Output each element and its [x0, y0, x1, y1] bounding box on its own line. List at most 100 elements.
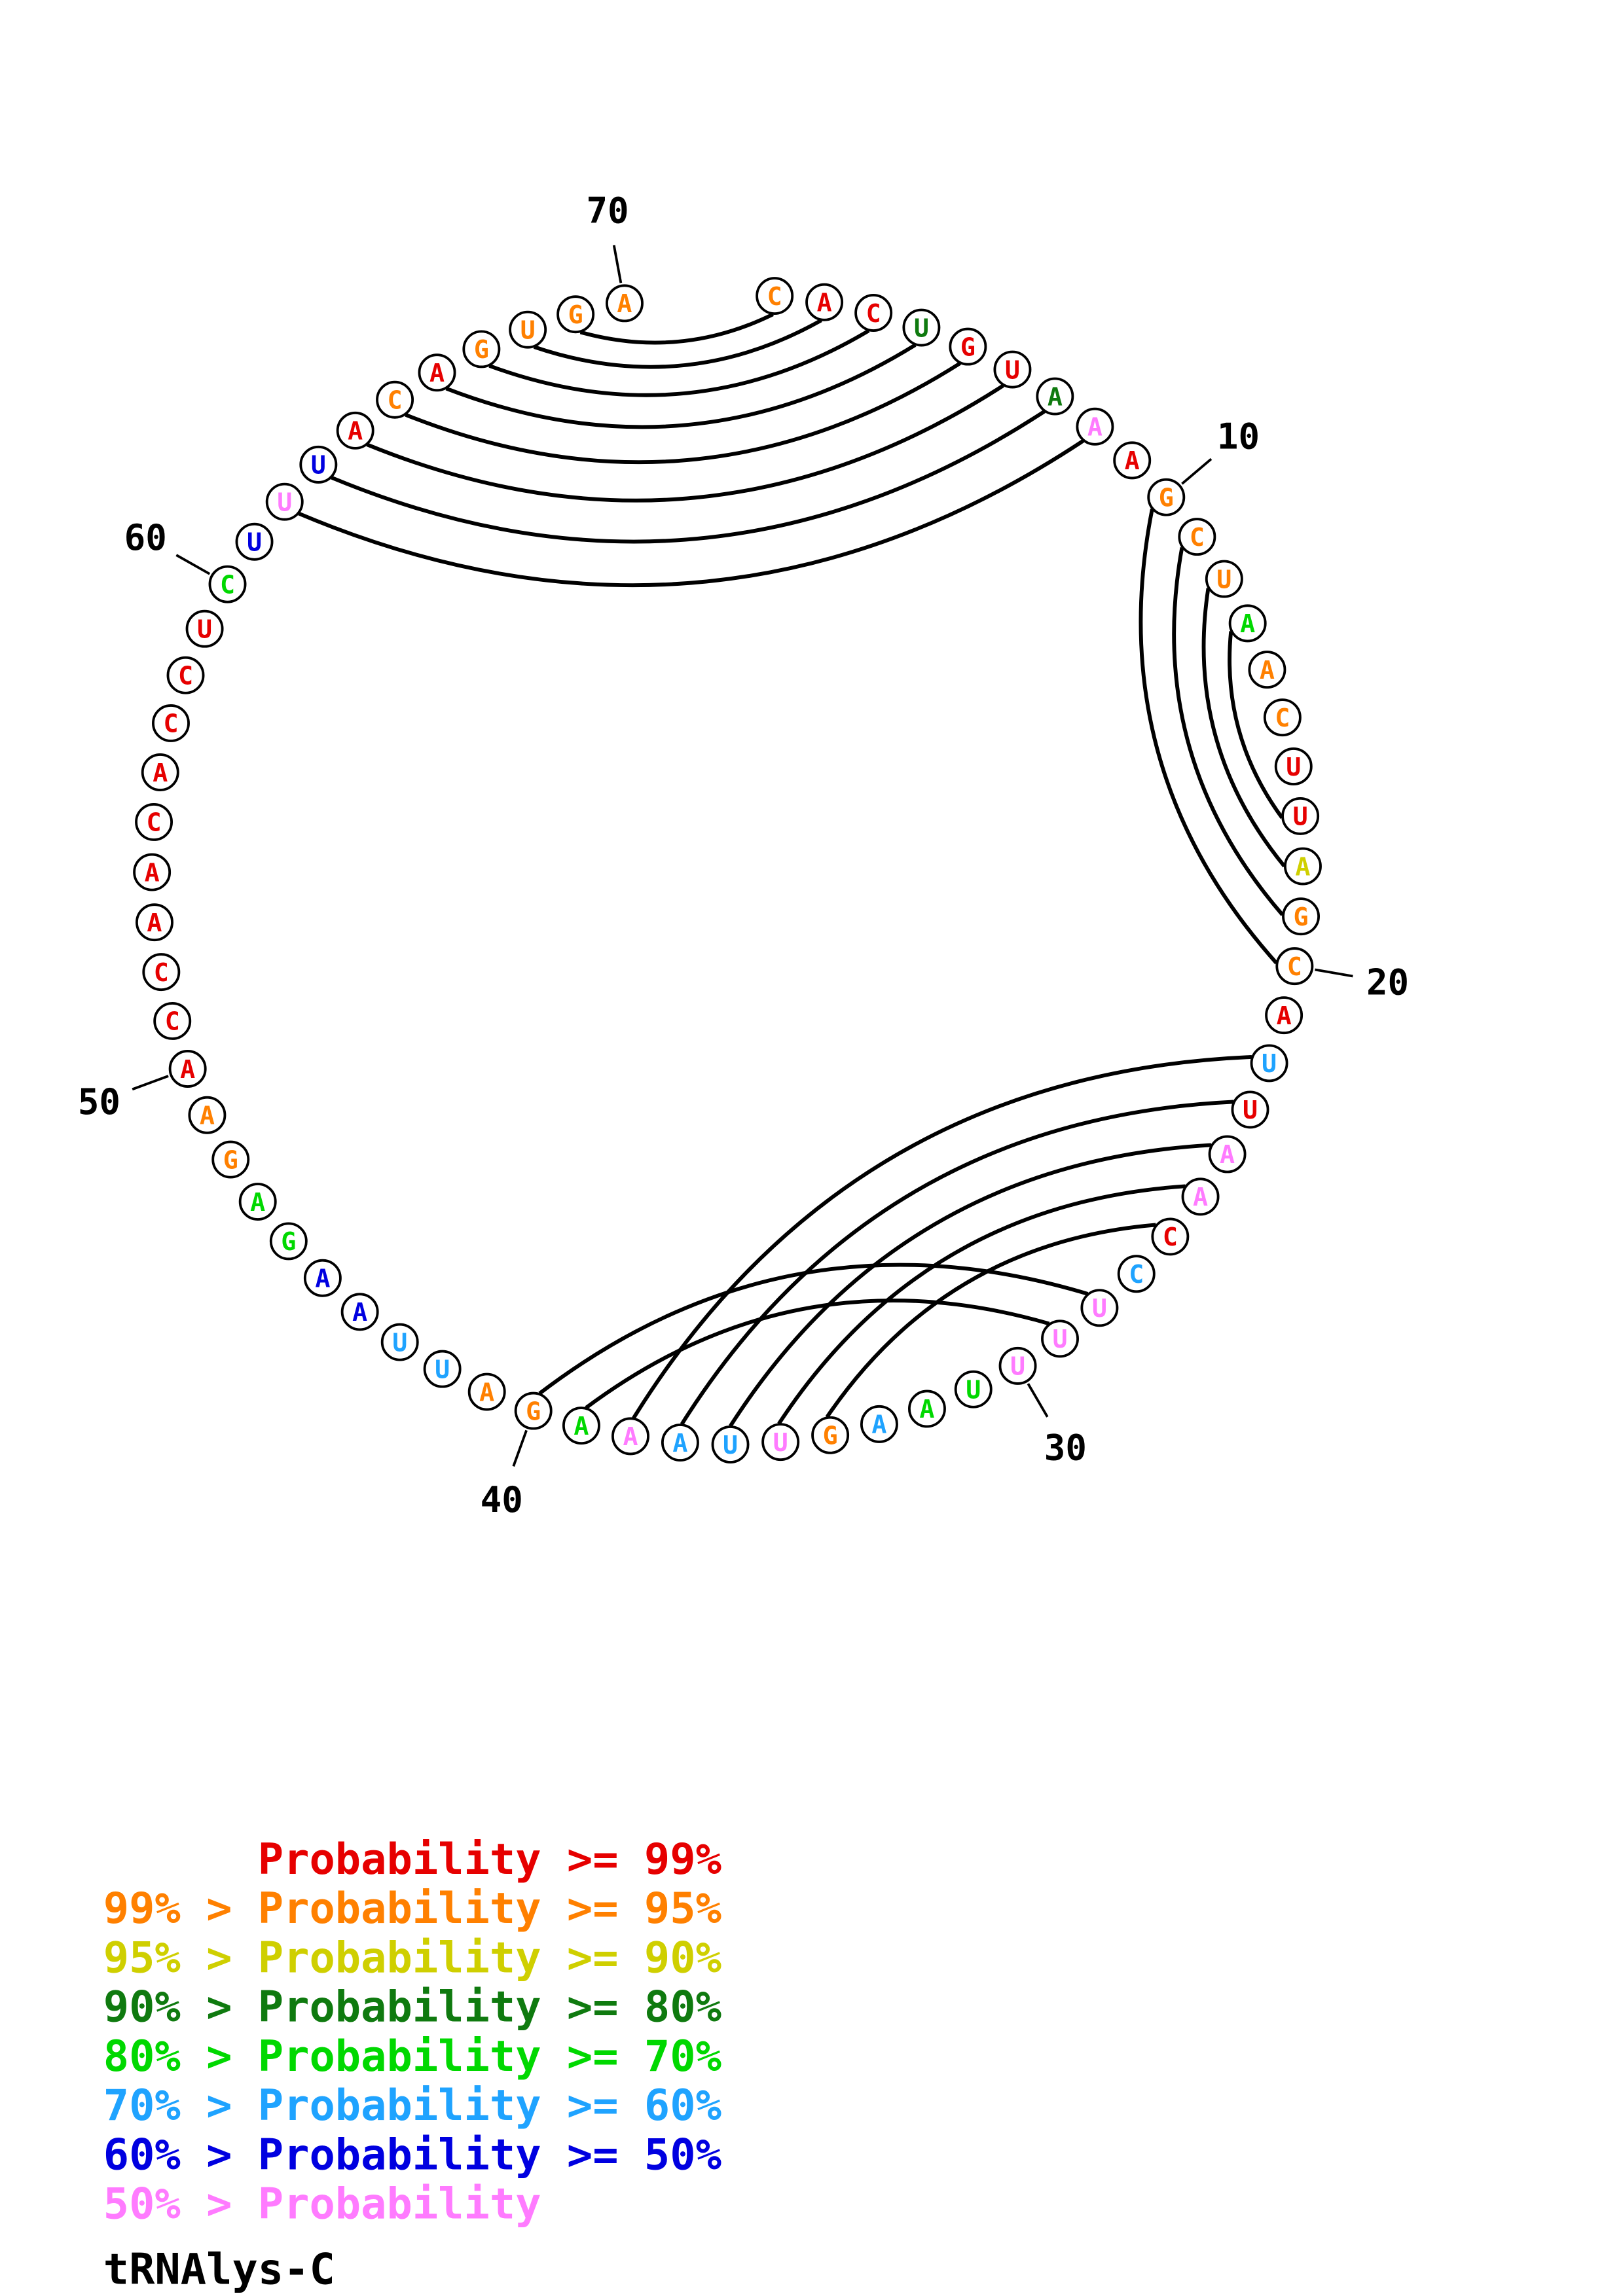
nucleotide-5: G: [949, 327, 987, 366]
nucleotide-base: U: [520, 315, 536, 345]
nucleotide-circle: [954, 1370, 993, 1408]
nucleotide-base: A: [250, 1188, 265, 1217]
nucleotide-circle: [1205, 560, 1243, 598]
tick-label-40: 40: [481, 1479, 523, 1520]
nucleotide-base: C: [154, 958, 169, 988]
nucleotide-67: G: [462, 330, 501, 368]
nucleotide-circle: [1282, 897, 1320, 936]
nucleotide-30: U: [998, 1346, 1037, 1385]
nucleotide-38: A: [611, 1417, 649, 1456]
pair-arc-26-34: [825, 1223, 1156, 1418]
nucleotide-base: A: [672, 1429, 687, 1458]
nucleotide-47: A: [238, 1183, 277, 1221]
nucleotide-circle: [1284, 847, 1322, 886]
nucleotide-circle: [1117, 1255, 1156, 1293]
nucleotide-circle: [1248, 651, 1286, 689]
nucleotide-23: U: [1231, 1090, 1269, 1129]
nucleotide-59: U: [185, 609, 224, 648]
legend-row-p60: 70% > Probability >= 60%: [103, 2081, 721, 2130]
base-pair-arcs: [298, 312, 1286, 1427]
pair-arc-7-63: [331, 410, 1046, 544]
nucleotide-base: A: [623, 1422, 638, 1452]
nucleotide-base: A: [429, 359, 445, 388]
nucleotide-base: C: [163, 709, 178, 739]
tick-line-10: [1181, 457, 1213, 485]
nucleotide-36: U: [711, 1426, 750, 1463]
nucleotide-37: A: [661, 1424, 699, 1462]
nucleotide-base: C: [767, 282, 782, 312]
nucleotide-16: U: [1274, 747, 1313, 785]
nucleotide-base: A: [1193, 1183, 1208, 1212]
nucleotide-base: G: [960, 332, 976, 362]
nucleotide-circle: [188, 1096, 227, 1134]
nucleotide-base: C: [1163, 1223, 1178, 1252]
nucleotide-11: C: [1178, 518, 1216, 556]
nucleotide-40: G: [514, 1391, 553, 1430]
legend-row-p50: 60% > Probability >= 50%: [103, 2130, 721, 2179]
nucleotide-base: A: [1295, 852, 1310, 882]
nucleotide-66: A: [418, 353, 456, 392]
nucleotide-circle: [336, 411, 374, 450]
nucleotide-base: A: [919, 1395, 934, 1424]
nucleotide-base: U: [247, 528, 262, 558]
probability-legend: Probability >= 99%99% > Probability >= 9…: [103, 1835, 721, 2229]
nucleotide-base: A: [1048, 382, 1063, 412]
legend-row-p99: Probability >= 99%: [103, 1835, 721, 1884]
nucleotide-circle: [265, 482, 304, 521]
nucleotide-circle: [1080, 1289, 1119, 1327]
nucleotide-70: A: [606, 284, 644, 323]
nucleotide-base: A: [1260, 656, 1275, 685]
nucleotide-base: A: [352, 1298, 367, 1327]
nucleotide-base: C: [1129, 1260, 1144, 1289]
nucleotide-31: U: [954, 1370, 993, 1408]
nucleotide-circle: [1147, 478, 1186, 516]
nucleotide-base: U: [723, 1431, 738, 1460]
nucleotide-circle: [462, 330, 501, 368]
nucleotide-circle: [380, 1323, 419, 1361]
nucleotide-54: A: [133, 853, 172, 891]
nucleotide-base: U: [773, 1428, 788, 1458]
tick-label-10: 10: [1217, 416, 1260, 457]
nucleotide-base: U: [392, 1328, 407, 1357]
nucleotide-21: A: [1265, 996, 1304, 1035]
nucleotide-base: G: [1294, 903, 1309, 932]
pair-arc-25-35: [777, 1184, 1186, 1425]
nucleotide-26: C: [1151, 1217, 1190, 1256]
nucleotide-base: G: [823, 1422, 838, 1451]
nucleotide-base: G: [474, 335, 489, 365]
nucleotide-circle: [711, 1426, 750, 1463]
nucleotide-circle: [1263, 698, 1302, 737]
nucleotide-base: C: [165, 1007, 180, 1037]
nucleotide-1: C: [756, 277, 794, 315]
tick-line-50: [132, 1075, 169, 1091]
nucleotide-14: A: [1248, 651, 1286, 689]
nucleotide-circle: [1228, 604, 1267, 643]
nucleotide-circle: [166, 656, 205, 694]
nucleotide-base: U: [1243, 1096, 1258, 1125]
nucleotide-circle: [133, 853, 172, 891]
pair-arc-6-64: [366, 384, 1005, 503]
pair-arc-24-36: [729, 1143, 1212, 1427]
nucleotide-circle: [1265, 996, 1304, 1035]
nucleotide-50: A: [168, 1050, 207, 1088]
nucleotide-circle: [811, 1416, 850, 1454]
nucleotide-33: A: [860, 1405, 898, 1443]
nucleotide-base: A: [617, 289, 632, 319]
nucleotide-circle: [805, 283, 844, 321]
nucleotide-base: A: [1220, 1140, 1235, 1170]
nucleotide-27: C: [1117, 1255, 1156, 1293]
pair-arc-1-69: [579, 312, 774, 345]
nucleotide-base: C: [220, 570, 235, 600]
legend-row-p95: 99% > Probability >= 95%: [103, 1884, 721, 1933]
position-ticks: 10 20 30 40 50 60 70: [78, 190, 1409, 1520]
nucleotide-circle: [185, 609, 224, 648]
nucleotide-circle: [1208, 1135, 1247, 1174]
legend-row-p70: 80% > Probability >= 70%: [103, 2032, 721, 2081]
nucleotide-62: U: [265, 482, 304, 521]
nucleotide-circle: [1041, 1319, 1079, 1358]
nucleotide-circle-ring: C A CUGUAAAGCUAACUUAGCAUUAACCUUUUAAGUUAAAG…: [133, 277, 1322, 1463]
nucleotide-base: U: [435, 1355, 450, 1384]
nucleotide-8: A: [1076, 407, 1114, 446]
tick-line-40: [512, 1429, 528, 1467]
nucleotide-circle: [141, 753, 179, 791]
